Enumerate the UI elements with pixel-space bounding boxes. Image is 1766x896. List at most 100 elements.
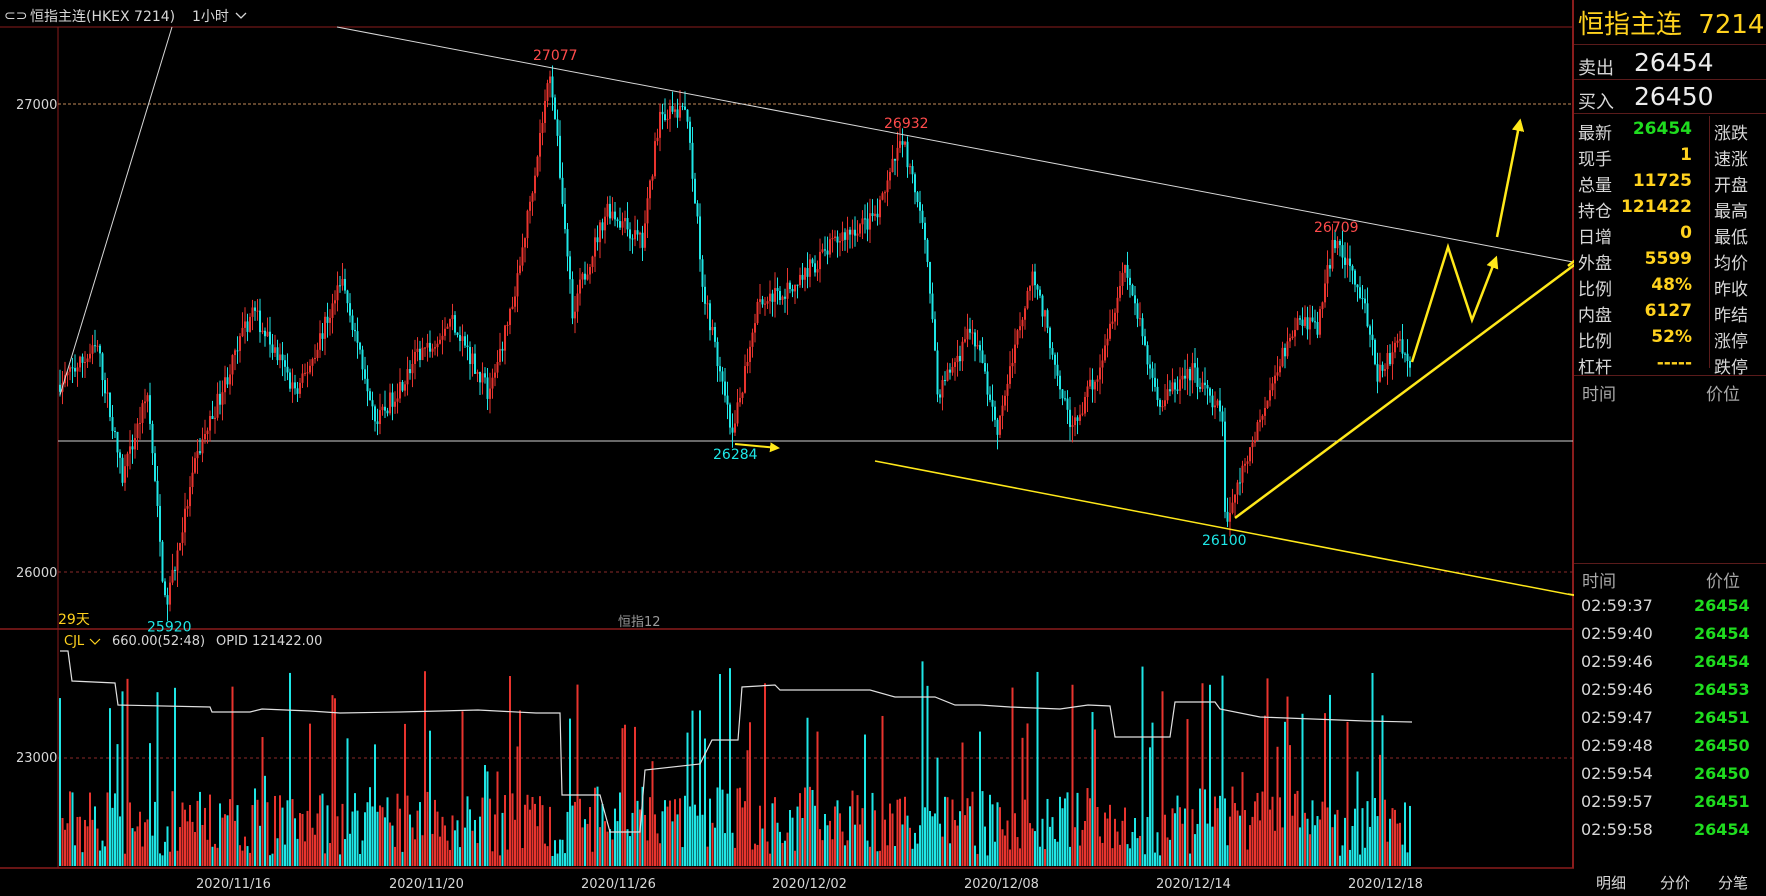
candle-body <box>1136 303 1139 319</box>
quote-right-label[interactable]: 开盘 <box>1714 176 1748 196</box>
candle-body <box>536 156 539 176</box>
candle-body <box>684 106 686 110</box>
volume-bar <box>416 810 419 866</box>
volume-bar <box>154 801 156 866</box>
volume-bar <box>789 810 791 866</box>
quote-right-label[interactable]: 昨收 <box>1714 280 1748 300</box>
candle-body <box>739 397 741 403</box>
volume-bar <box>1276 746 1279 866</box>
candle-body <box>296 388 299 394</box>
candle-body <box>361 349 364 370</box>
quote-right-label[interactable]: 涨停 <box>1714 332 1748 352</box>
volume-bar <box>1281 827 1284 866</box>
candle-body <box>339 285 341 287</box>
candle-body <box>659 111 661 138</box>
tick-time: 02:59:40 <box>1581 624 1653 643</box>
volume-bar <box>201 824 204 866</box>
candle-body <box>821 249 824 252</box>
volume-bar <box>351 811 354 866</box>
projection-path <box>1410 242 1499 363</box>
candle-body <box>641 232 644 248</box>
tab-detail[interactable]: 明细 <box>1596 874 1627 892</box>
volume-bar <box>621 728 624 866</box>
chevron-down-icon[interactable] <box>235 12 247 19</box>
tab-price-distribution[interactable]: 分价 <box>1660 874 1691 892</box>
volume-bar <box>1006 820 1009 866</box>
volume-bar <box>776 822 779 866</box>
candle-body <box>1144 336 1146 346</box>
volume-bar <box>306 810 309 866</box>
volume-bar <box>721 789 724 866</box>
rising-trendline <box>59 26 173 396</box>
candle-body <box>249 316 251 332</box>
tick-price: 26454 <box>1694 596 1750 615</box>
quote-right-label[interactable]: 均价 <box>1714 254 1748 274</box>
volume-bar <box>786 832 789 866</box>
quote-right-label[interactable]: 速涨 <box>1714 150 1748 170</box>
candle-body <box>261 330 264 333</box>
candle-body <box>364 369 366 379</box>
candle-body <box>101 353 104 381</box>
candle-body <box>221 392 224 405</box>
volume-bar <box>494 814 496 866</box>
volume-bar <box>339 854 341 866</box>
volume-bar <box>1004 835 1006 866</box>
volume-bar <box>394 846 396 866</box>
quote-value: 1 <box>1680 145 1692 165</box>
tab-trade-ticks[interactable]: 分笔 <box>1718 874 1749 892</box>
volume-indicator-name[interactable]: CJL <box>64 634 85 649</box>
candle-body <box>896 147 899 161</box>
volume-bar <box>1271 796 1274 866</box>
tick-time: 02:59:48 <box>1581 736 1653 755</box>
candle-body <box>879 199 881 218</box>
candle-body <box>236 350 239 352</box>
volume-bar <box>1396 823 1399 866</box>
volume-bar <box>894 846 896 866</box>
volume-bar <box>496 771 499 866</box>
volume-bar <box>781 842 784 866</box>
volume-bar <box>899 798 901 866</box>
candle-body <box>1331 239 1334 269</box>
quote-right-label[interactable]: 跌停 <box>1714 358 1748 378</box>
quote-right-label[interactable]: 昨结 <box>1714 306 1748 326</box>
volume-bar <box>101 840 104 866</box>
candle-body <box>119 452 121 458</box>
candle-body <box>581 273 584 280</box>
candle-body <box>384 406 386 411</box>
quote-label: 现手 <box>1578 150 1612 170</box>
candle-body <box>969 328 971 333</box>
volume-bar <box>1184 808 1186 866</box>
candle-body <box>204 434 206 440</box>
volume-bar <box>684 795 686 866</box>
volume-bar <box>891 813 894 866</box>
candle-body <box>171 569 174 583</box>
back-icon[interactable]: ⊂⊃ <box>4 8 27 24</box>
volume-bar <box>321 793 324 866</box>
period-selector[interactable]: 1小时 <box>192 9 229 25</box>
quote-right-label[interactable]: 最高 <box>1714 202 1748 222</box>
candle-body <box>554 97 556 120</box>
candle-body <box>834 236 836 238</box>
candle-body <box>909 166 911 168</box>
tick-time: 02:59:58 <box>1581 820 1653 839</box>
candle-body <box>1046 310 1049 328</box>
kline-chart[interactable]: ⊂⊃ 恒指主连(HKEX 7214) 1小时 27000 26000 23000… <box>0 0 1574 896</box>
candle-body <box>1271 383 1274 391</box>
quote-right-label[interactable]: 最低 <box>1714 228 1748 248</box>
volume-bar <box>764 683 766 866</box>
volume-bar <box>171 791 174 866</box>
chevron-down-icon[interactable] <box>89 638 101 645</box>
candle-body <box>869 213 871 230</box>
panel-title: 恒指主连 7214 <box>1578 4 1764 41</box>
volume-bar <box>71 792 74 866</box>
volume-bar <box>476 843 479 866</box>
candle-body <box>239 336 241 351</box>
volume-bar <box>461 711 464 866</box>
candle-body <box>989 394 991 400</box>
candle-body <box>811 259 814 264</box>
candle-body <box>86 358 89 362</box>
quote-right-label[interactable]: 涨跌 <box>1714 124 1748 144</box>
candle-body <box>916 192 919 203</box>
volume-bar <box>196 800 199 866</box>
volume-bar <box>1219 795 1221 866</box>
